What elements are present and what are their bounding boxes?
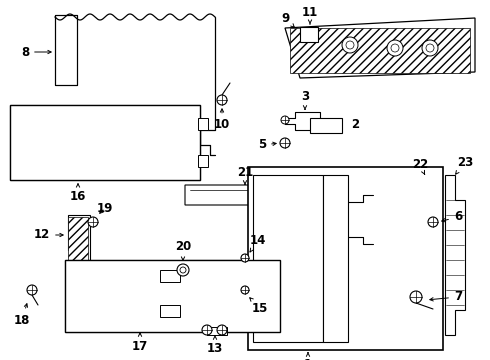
Circle shape	[280, 138, 290, 148]
Text: 7: 7	[430, 291, 462, 303]
Bar	[55, 15, 77, 85]
Circle shape	[428, 217, 438, 227]
Bar	[65, 260, 280, 332]
Circle shape	[177, 264, 189, 276]
Circle shape	[88, 217, 98, 227]
Circle shape	[217, 325, 227, 335]
Circle shape	[346, 41, 354, 49]
Text: 16: 16	[70, 184, 86, 203]
Circle shape	[422, 40, 438, 56]
Bar	[160, 305, 180, 317]
Text: 12: 12	[34, 229, 63, 242]
Text: 15: 15	[250, 298, 268, 315]
Text: 4: 4	[0, 359, 1, 360]
Text: 22: 22	[412, 158, 428, 174]
Bar	[253, 175, 323, 342]
Text: 8: 8	[21, 45, 51, 58]
Circle shape	[217, 95, 227, 105]
Text: 19: 19	[97, 202, 113, 215]
Circle shape	[342, 37, 358, 53]
Bar	[207, 327, 227, 335]
Text: 5: 5	[258, 139, 276, 152]
Polygon shape	[185, 185, 330, 205]
Bar	[421, 176, 430, 329]
Text: 17: 17	[132, 333, 148, 352]
Text: 9: 9	[281, 12, 294, 27]
Circle shape	[410, 291, 422, 303]
Text: 6: 6	[442, 211, 462, 224]
Text: 21: 21	[237, 166, 253, 184]
Bar	[65, 260, 280, 332]
Bar	[310, 118, 342, 133]
Text: 13: 13	[207, 336, 223, 355]
Bar	[160, 270, 180, 282]
Polygon shape	[445, 175, 465, 335]
Bar	[68, 217, 88, 263]
Circle shape	[241, 286, 249, 294]
Polygon shape	[185, 260, 240, 320]
Polygon shape	[68, 215, 90, 265]
Text: 3: 3	[301, 90, 309, 109]
Bar	[248, 167, 443, 350]
Circle shape	[281, 116, 289, 124]
Text: 11: 11	[302, 5, 318, 24]
Text: 18: 18	[14, 304, 30, 327]
Circle shape	[27, 285, 37, 295]
Bar	[198, 155, 208, 167]
Circle shape	[426, 44, 434, 52]
Text: 2: 2	[351, 118, 359, 131]
Text: 1: 1	[304, 353, 312, 360]
Bar	[10, 105, 200, 180]
Text: 10: 10	[214, 109, 230, 131]
Text: 23: 23	[456, 156, 473, 174]
Text: 14: 14	[250, 234, 266, 252]
Polygon shape	[420, 175, 435, 330]
Circle shape	[241, 254, 249, 262]
Bar	[198, 118, 208, 130]
Bar	[300, 27, 318, 42]
Circle shape	[180, 267, 186, 273]
Circle shape	[387, 40, 403, 56]
Text: 20: 20	[175, 240, 191, 260]
Polygon shape	[285, 18, 475, 78]
Bar	[323, 175, 348, 342]
Circle shape	[202, 325, 212, 335]
Bar	[10, 105, 200, 180]
Circle shape	[391, 44, 399, 52]
Bar	[253, 175, 323, 342]
Bar	[290, 28, 470, 73]
